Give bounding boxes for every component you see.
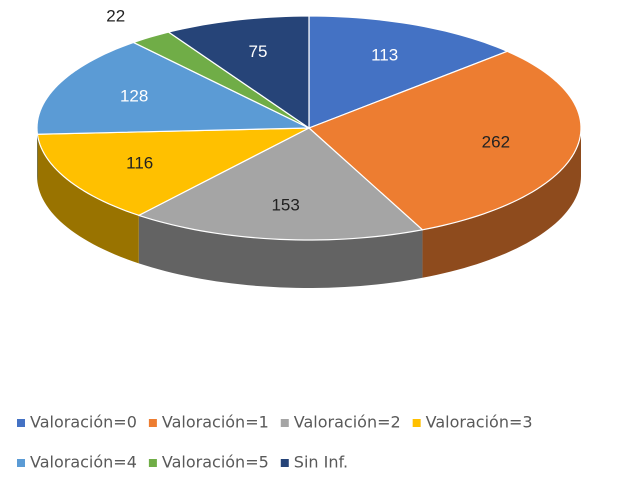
legend-marker xyxy=(412,419,421,427)
legend-marker xyxy=(280,419,289,427)
data-label: 262 xyxy=(482,133,510,152)
legend-label: Valoración=2 xyxy=(294,413,401,432)
legend-label: Valoración=5 xyxy=(162,453,269,472)
legend-label: Sin Inf. xyxy=(294,453,348,472)
data-label: 22 xyxy=(106,6,125,25)
pie-slice xyxy=(308,50,582,231)
data-label: 128 xyxy=(120,86,148,105)
legend-label: Valoración=3 xyxy=(426,413,533,432)
data-label: 75 xyxy=(249,42,268,61)
data-label: 113 xyxy=(371,46,398,65)
pie-slice xyxy=(138,127,424,241)
data-label: 153 xyxy=(271,195,299,214)
legend-label: Valoración=1 xyxy=(162,413,269,432)
pie-side xyxy=(422,128,581,278)
legend-marker xyxy=(17,459,25,467)
pie-slice xyxy=(36,127,310,216)
legend-label: Valoración=0 xyxy=(30,413,137,432)
data-label: 116 xyxy=(126,153,153,172)
legend-marker xyxy=(17,419,25,427)
pie-slice xyxy=(168,15,310,129)
pie-side xyxy=(37,134,139,264)
legend-marker xyxy=(280,459,289,467)
legend-marker xyxy=(148,459,157,467)
pie-side xyxy=(138,215,423,288)
legend-marker xyxy=(148,419,157,427)
pie-slice xyxy=(36,41,310,135)
pie-slice xyxy=(308,15,508,129)
pie-slice xyxy=(132,31,310,129)
legend-label: Valoración=4 xyxy=(30,453,137,472)
